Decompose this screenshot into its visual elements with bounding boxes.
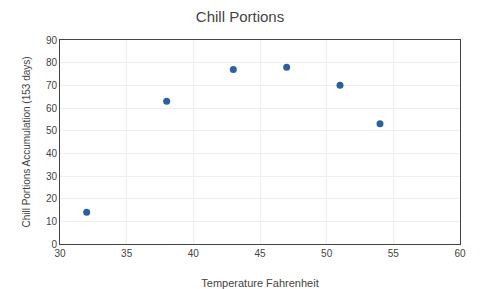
svg-text:50: 50 [321,248,333,259]
svg-text:0: 0 [51,239,57,250]
svg-text:Chill Portions Accumulation (1: Chill Portions Accumulation (153 days) [21,56,32,227]
svg-text:60: 60 [454,248,466,259]
svg-text:45: 45 [254,248,266,259]
svg-text:Chill Portions: Chill Portions [196,8,284,25]
svg-text:10: 10 [46,216,58,227]
svg-text:80: 80 [46,57,58,68]
svg-text:40: 40 [188,248,200,259]
svg-text:30: 30 [54,248,66,259]
svg-text:90: 90 [46,35,58,46]
svg-text:30: 30 [46,171,58,182]
svg-text:60: 60 [46,103,58,114]
svg-text:50: 50 [46,125,58,136]
svg-text:Temperature Fahrenheit: Temperature Fahrenheit [201,277,318,289]
svg-text:40: 40 [46,148,58,159]
svg-text:70: 70 [46,80,58,91]
svg-text:55: 55 [388,248,400,259]
svg-text:20: 20 [46,193,58,204]
svg-text:35: 35 [121,248,133,259]
